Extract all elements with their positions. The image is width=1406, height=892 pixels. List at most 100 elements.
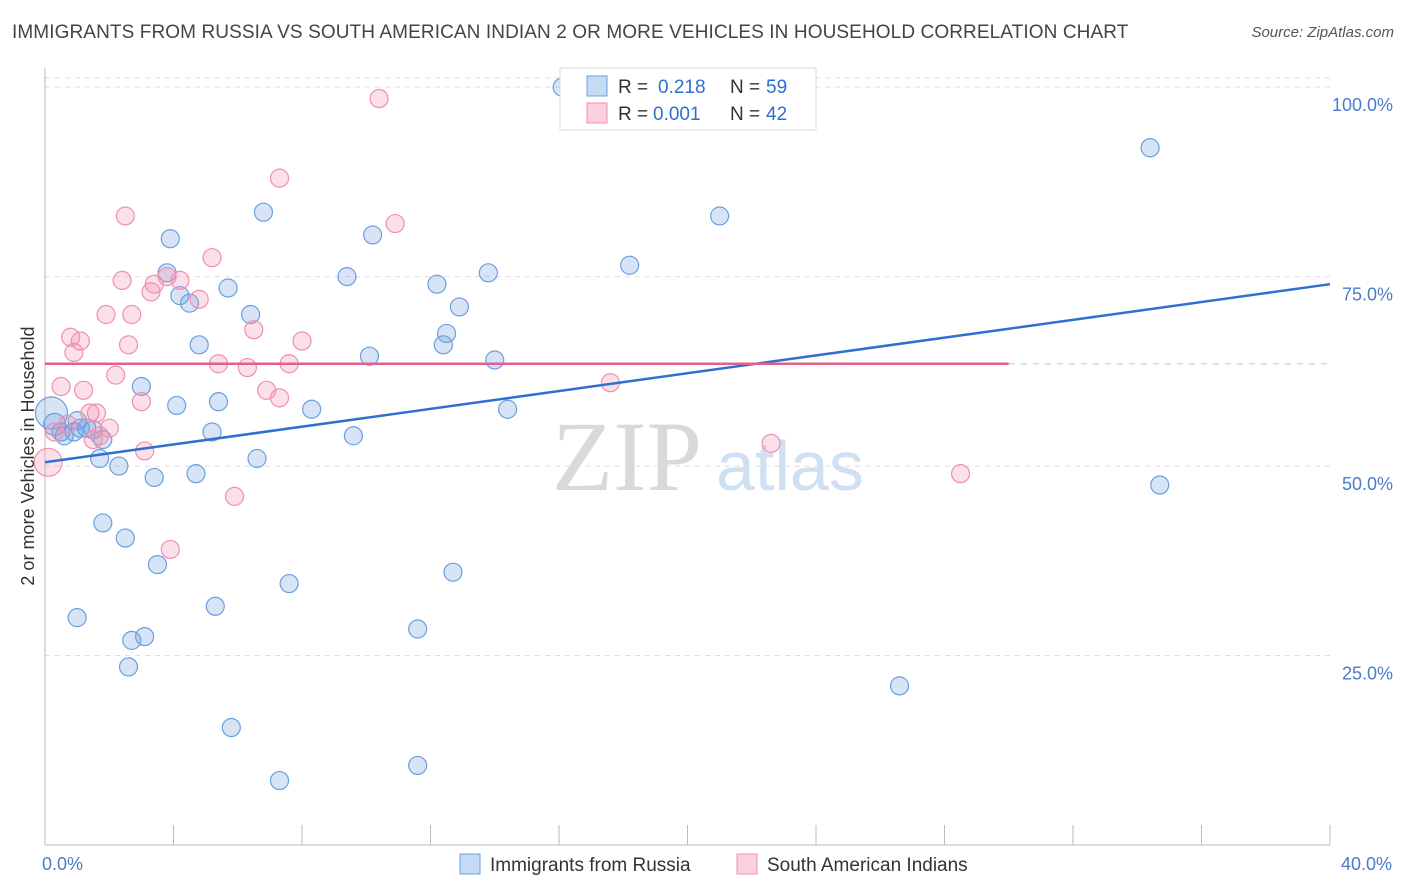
series-legend-swatch-indians [736, 853, 758, 875]
data-point [269, 168, 290, 188]
y-tick-label: 100.0% [1332, 95, 1393, 115]
legend-n-label-pink: N = [730, 104, 760, 125]
source-credit: Source: ZipAtlas.com [1251, 24, 1394, 41]
data-point [106, 365, 126, 385]
data-point [241, 304, 261, 325]
data-point [131, 376, 151, 397]
y-axis-title: 2 or more Vehicles in Household [18, 326, 38, 585]
data-points [33, 77, 1170, 791]
data-point [253, 202, 274, 222]
chart-title: IMMIGRANTS FROM RUSSIA VS SOUTH AMERICAN… [12, 22, 1129, 43]
data-point [134, 626, 155, 647]
watermark: ZIP atlas [552, 401, 864, 512]
data-point [247, 448, 267, 469]
watermark-zip: ZIP [552, 401, 702, 512]
data-point [279, 573, 299, 594]
data-point [118, 657, 139, 677]
legend-r-label-blue: R = [618, 77, 648, 98]
data-point [337, 267, 357, 287]
data-point [269, 388, 290, 408]
data-point [1150, 475, 1170, 495]
data-point [122, 630, 142, 650]
data-point [443, 562, 463, 582]
y-tick-label: 75.0% [1342, 285, 1393, 305]
stats-legend: R = 0.218 N = 59 R = 0.001 N = 42 [559, 67, 817, 131]
legend-swatch-blue [586, 75, 608, 97]
data-point [90, 426, 110, 446]
data-point [433, 335, 453, 355]
data-point [131, 392, 151, 412]
data-point [64, 342, 84, 363]
legend-swatch-pink [586, 102, 608, 124]
series-legend-swatch-russia [459, 853, 481, 875]
data-point [186, 464, 206, 484]
data-point [134, 441, 155, 461]
data-point [302, 399, 322, 419]
y-tick-labels: 25.0% 50.0% 75.0% 100.0% [1332, 95, 1393, 683]
data-point [118, 335, 139, 355]
data-point [90, 448, 110, 469]
data-point [70, 418, 90, 438]
data-point [112, 270, 132, 291]
data-point [292, 331, 312, 351]
data-point [189, 289, 209, 309]
x-tick-label-min: 0.0% [42, 854, 83, 874]
data-point [67, 608, 87, 628]
series-legend-label-indians: South American Indians [767, 855, 968, 876]
y-tick-label: 50.0% [1342, 474, 1393, 494]
data-point [179, 293, 200, 313]
data-point [86, 403, 107, 423]
data-point [761, 433, 781, 453]
data-point [122, 304, 142, 325]
data-point [385, 213, 405, 234]
data-point [359, 346, 380, 366]
x-tick-label-max: 40.0% [1341, 854, 1392, 874]
data-point [485, 350, 505, 370]
data-point [208, 392, 229, 412]
data-point [54, 426, 74, 446]
data-point [710, 206, 730, 226]
data-point [950, 464, 971, 484]
data-point [115, 528, 135, 548]
data-point [408, 619, 428, 639]
data-point [189, 335, 209, 355]
grid [45, 77, 1330, 657]
x-tick-labels: 0.0% 40.0% [42, 854, 1392, 874]
data-point [167, 395, 187, 416]
data-point [80, 403, 100, 423]
legend-r-value-pink: 0.001 [653, 104, 701, 125]
data-point [224, 486, 245, 506]
trend-line [44, 282, 1331, 464]
data-point [96, 304, 116, 325]
data-point [436, 323, 457, 344]
data-point [160, 229, 180, 249]
data-point [73, 380, 94, 400]
data-point [498, 399, 518, 419]
data-point [157, 267, 177, 287]
y-tick-label: 25.0% [1342, 664, 1393, 684]
axes [44, 68, 1331, 846]
data-point [221, 717, 241, 738]
data-point [93, 429, 113, 450]
data-point [147, 554, 168, 575]
series-legend-label-russia: Immigrants from Russia [490, 855, 691, 876]
data-point [93, 513, 113, 533]
data-point [99, 418, 119, 438]
data-point [160, 539, 180, 560]
data-point [205, 596, 225, 616]
data-point [620, 255, 640, 275]
legend-r-value-blue: 0.218 [658, 77, 706, 98]
data-point [202, 248, 222, 268]
data-point [889, 676, 910, 696]
series-legend: Immigrants from Russia South American In… [459, 853, 968, 876]
data-point [269, 770, 290, 791]
data-point [343, 426, 363, 446]
data-point [109, 456, 129, 476]
data-point [244, 320, 264, 340]
data-point [363, 225, 383, 245]
data-point [170, 285, 190, 306]
data-point [449, 297, 470, 317]
data-point [202, 422, 222, 442]
data-point [427, 274, 447, 294]
data-point [70, 331, 90, 351]
